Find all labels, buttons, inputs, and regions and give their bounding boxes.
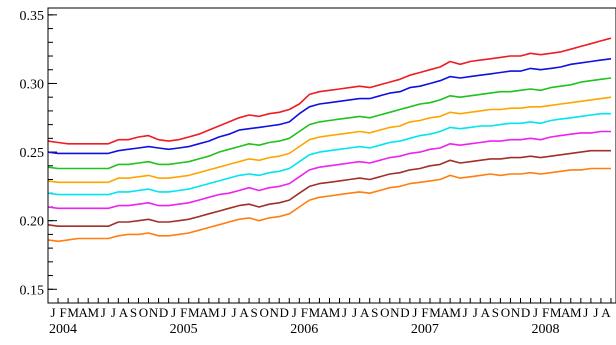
month-label: J <box>463 305 468 320</box>
month-label: J <box>171 305 176 320</box>
month-label: N <box>511 305 521 320</box>
month-label: M <box>188 305 200 320</box>
month-label: S <box>130 305 137 320</box>
month-label: A <box>320 305 330 320</box>
month-label: M <box>570 305 582 320</box>
y-tick-label: 0.35 <box>20 9 45 24</box>
month-label: J <box>231 305 236 320</box>
month-label: S <box>371 305 378 320</box>
month-label: M <box>550 305 562 320</box>
month-label: A <box>360 305 370 320</box>
month-label: F <box>542 305 549 320</box>
series-line-6 <box>47 130 611 210</box>
series-line-1 <box>47 37 612 145</box>
month-label: A <box>440 305 450 320</box>
month-label: F <box>421 305 428 320</box>
series-line-7 <box>47 149 611 227</box>
series-line-3 <box>47 77 612 170</box>
year-label: 2004 <box>49 322 77 337</box>
plot-frame <box>47 7 616 304</box>
month-label: M <box>208 305 220 320</box>
month-label: N <box>390 305 400 320</box>
month-label: M <box>87 305 99 320</box>
month-label: A <box>601 305 611 320</box>
month-label: J <box>50 305 55 320</box>
month-label: F <box>301 305 308 320</box>
month-label: J <box>342 305 347 320</box>
month-label: M <box>309 305 321 320</box>
series-line-4 <box>47 96 612 184</box>
y-tick-label: 0.30 <box>20 77 45 92</box>
series-line-5 <box>47 112 611 196</box>
month-label: J <box>221 305 226 320</box>
month-label: M <box>67 305 79 320</box>
month-label: D <box>400 305 409 320</box>
month-label: O <box>501 305 510 320</box>
month-label: J <box>533 305 538 320</box>
month-label: A <box>119 305 129 320</box>
month-label: J <box>292 305 297 320</box>
y-tick-label: 0.15 <box>20 283 45 298</box>
year-label: 2008 <box>532 322 560 337</box>
month-label: A <box>78 305 88 320</box>
y-axis: 0.15 0.20 0.25 0.30 0.35 <box>20 9 57 298</box>
month-label: N <box>269 305 279 320</box>
month-label: O <box>380 305 389 320</box>
month-label: A <box>239 305 249 320</box>
month-label: J <box>583 305 588 320</box>
month-label: D <box>159 305 168 320</box>
year-label: 2005 <box>170 322 198 337</box>
month-label: S <box>492 305 499 320</box>
month-label: A <box>561 305 571 320</box>
series-line-2 <box>47 58 612 155</box>
month-label: S <box>250 305 257 320</box>
month-label: O <box>259 305 268 320</box>
month-label: F <box>59 305 66 320</box>
month-label: J <box>593 305 598 320</box>
month-label: A <box>199 305 209 320</box>
month-label: J <box>101 305 106 320</box>
series-layer <box>47 37 612 243</box>
month-label: M <box>429 305 441 320</box>
month-label: M <box>449 305 461 320</box>
y-tick-label: 0.20 <box>20 215 45 230</box>
month-label: J <box>412 305 417 320</box>
month-label: M <box>329 305 341 320</box>
month-label: D <box>280 305 289 320</box>
month-label: F <box>180 305 187 320</box>
month-label: J <box>352 305 357 320</box>
month-label: O <box>139 305 148 320</box>
month-label: N <box>149 305 159 320</box>
year-label: 2007 <box>411 322 439 337</box>
series-line-8 <box>47 167 611 243</box>
month-label: A <box>481 305 491 320</box>
year-label: 2006 <box>290 322 318 337</box>
month-label: D <box>521 305 530 320</box>
month-label: J <box>111 305 116 320</box>
month-label: J <box>473 305 478 320</box>
y-tick-label: 0.25 <box>20 146 45 161</box>
